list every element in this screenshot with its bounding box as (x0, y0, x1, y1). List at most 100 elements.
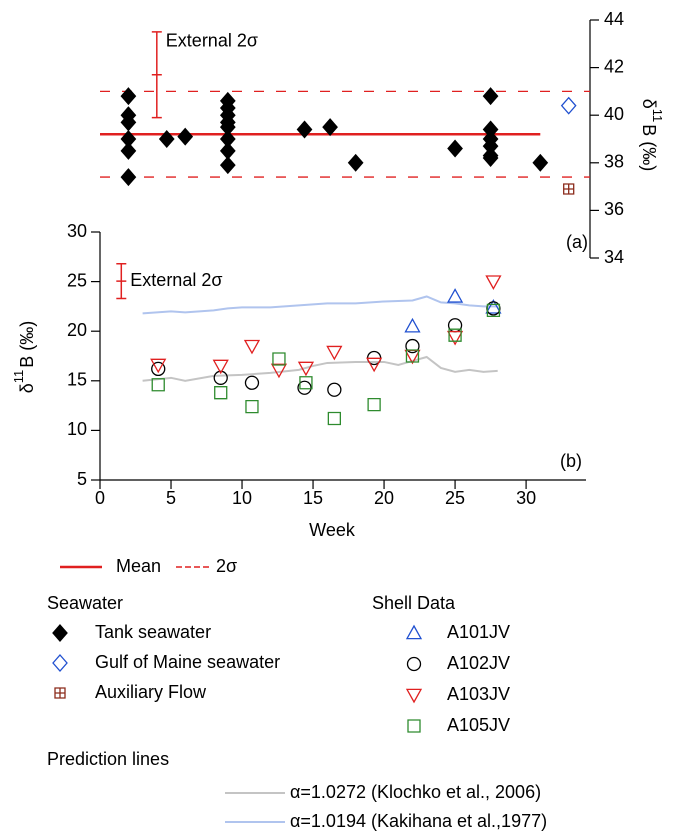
legend-label: Tank seawater (95, 622, 211, 642)
legend-title: Shell Data (372, 593, 456, 613)
legend-label: A101JV (447, 622, 510, 642)
legend-label: A105JV (447, 715, 510, 735)
legend-label: Auxiliary Flow (95, 682, 207, 702)
data-point (219, 156, 236, 175)
y-tick-label: 34 (604, 247, 624, 267)
panel-label: (a) (566, 232, 588, 252)
data-point (366, 357, 383, 373)
legend-label: 2σ (216, 556, 237, 576)
panel-label: (b) (560, 451, 582, 471)
y-tick-label: 44 (604, 9, 624, 29)
data-point (405, 338, 420, 354)
x-tick-label: 5 (166, 488, 176, 508)
data-point (120, 87, 137, 106)
legend-marker (406, 656, 422, 672)
error-bar-label: External 2σ (166, 31, 258, 51)
x-axis-label: Week (309, 520, 356, 540)
legend-label: α=1.0272 (Klochko et al., 2006) (290, 782, 541, 802)
data-point (150, 358, 167, 374)
y-tick-label: 38 (604, 152, 624, 172)
x-tick-label: 0 (95, 488, 105, 508)
y-axis-label: δ11B (‰) (639, 99, 664, 172)
y-label-sup: 11 (650, 109, 665, 123)
y-tick-label: 20 (67, 320, 87, 340)
error-bar-label: External 2σ (130, 270, 222, 290)
x-tick-label: 25 (445, 488, 465, 508)
legend-label: A103JV (447, 684, 510, 704)
x-tick-label: 20 (374, 488, 394, 508)
data-point (404, 317, 421, 333)
legend-label: Gulf of Maine seawater (95, 652, 280, 672)
y-label-rest: B (‰) (639, 124, 659, 171)
y-tick-label: 5 (77, 469, 87, 489)
legend-title: Prediction lines (47, 749, 169, 769)
data-point (270, 363, 288, 379)
y-label-delta: δ (17, 383, 37, 393)
y-tick-label: 42 (604, 56, 624, 76)
legend-marker (405, 688, 423, 704)
data-point (347, 153, 364, 172)
y-label-rest: B (‰) (17, 321, 37, 368)
y-tick-label: 25 (67, 270, 87, 290)
y-tick-label: 15 (67, 370, 87, 390)
data-point (486, 303, 501, 318)
data-point (405, 349, 420, 363)
data-point (243, 339, 261, 355)
y-tick-label: 36 (604, 199, 624, 219)
data-point (158, 130, 175, 148)
data-point (177, 127, 194, 146)
data-point (297, 361, 315, 377)
data-point (120, 168, 137, 187)
data-point (326, 345, 343, 361)
data-point (560, 96, 577, 115)
data-point (447, 139, 463, 158)
data-point (327, 411, 341, 426)
legend-marker (52, 654, 68, 672)
legend-marker (54, 687, 66, 699)
data-point (446, 288, 464, 303)
data-point (563, 183, 575, 195)
data-point (297, 380, 312, 395)
data-point (214, 386, 228, 400)
legend-title: Seawater (47, 593, 123, 613)
data-point (151, 361, 166, 377)
data-point (448, 328, 462, 342)
data-point (482, 87, 499, 106)
data-point (367, 397, 381, 412)
data-point (532, 153, 549, 172)
x-tick-label: 30 (516, 488, 536, 508)
legend-label: α=1.0194 (Kakihana et al.,1977) (290, 811, 547, 831)
y-axis-label: δ11 B (‰) (11, 321, 36, 394)
prediction-line (142, 355, 498, 382)
data-point (299, 376, 313, 390)
data-point (212, 359, 229, 375)
data-point (485, 275, 502, 290)
error-bar (151, 31, 162, 119)
y-label-sup: 11 (11, 370, 26, 384)
x-tick-label: 10 (232, 488, 252, 508)
data-point (482, 149, 499, 168)
legend-label: A102JV (447, 653, 510, 673)
data-point (151, 378, 165, 392)
x-tick-label: 15 (303, 488, 323, 508)
legend-label: Mean (116, 556, 161, 576)
data-point (244, 375, 260, 390)
y-tick-label: 30 (67, 221, 87, 241)
prediction-line (142, 295, 498, 315)
legend-marker (52, 624, 68, 642)
data-point (485, 299, 502, 314)
data-point (272, 352, 286, 366)
data-point (245, 399, 259, 414)
data-point (327, 382, 342, 397)
y-tick-label: 40 (604, 104, 624, 124)
legend-marker (405, 624, 423, 640)
data-point (213, 370, 228, 385)
data-point (120, 141, 137, 160)
legend-marker (407, 719, 421, 733)
y-label-delta: δ (639, 99, 659, 109)
error-bar (116, 262, 127, 300)
y-tick-label: 10 (67, 419, 87, 439)
data-point (446, 330, 464, 346)
data-point (322, 118, 338, 137)
